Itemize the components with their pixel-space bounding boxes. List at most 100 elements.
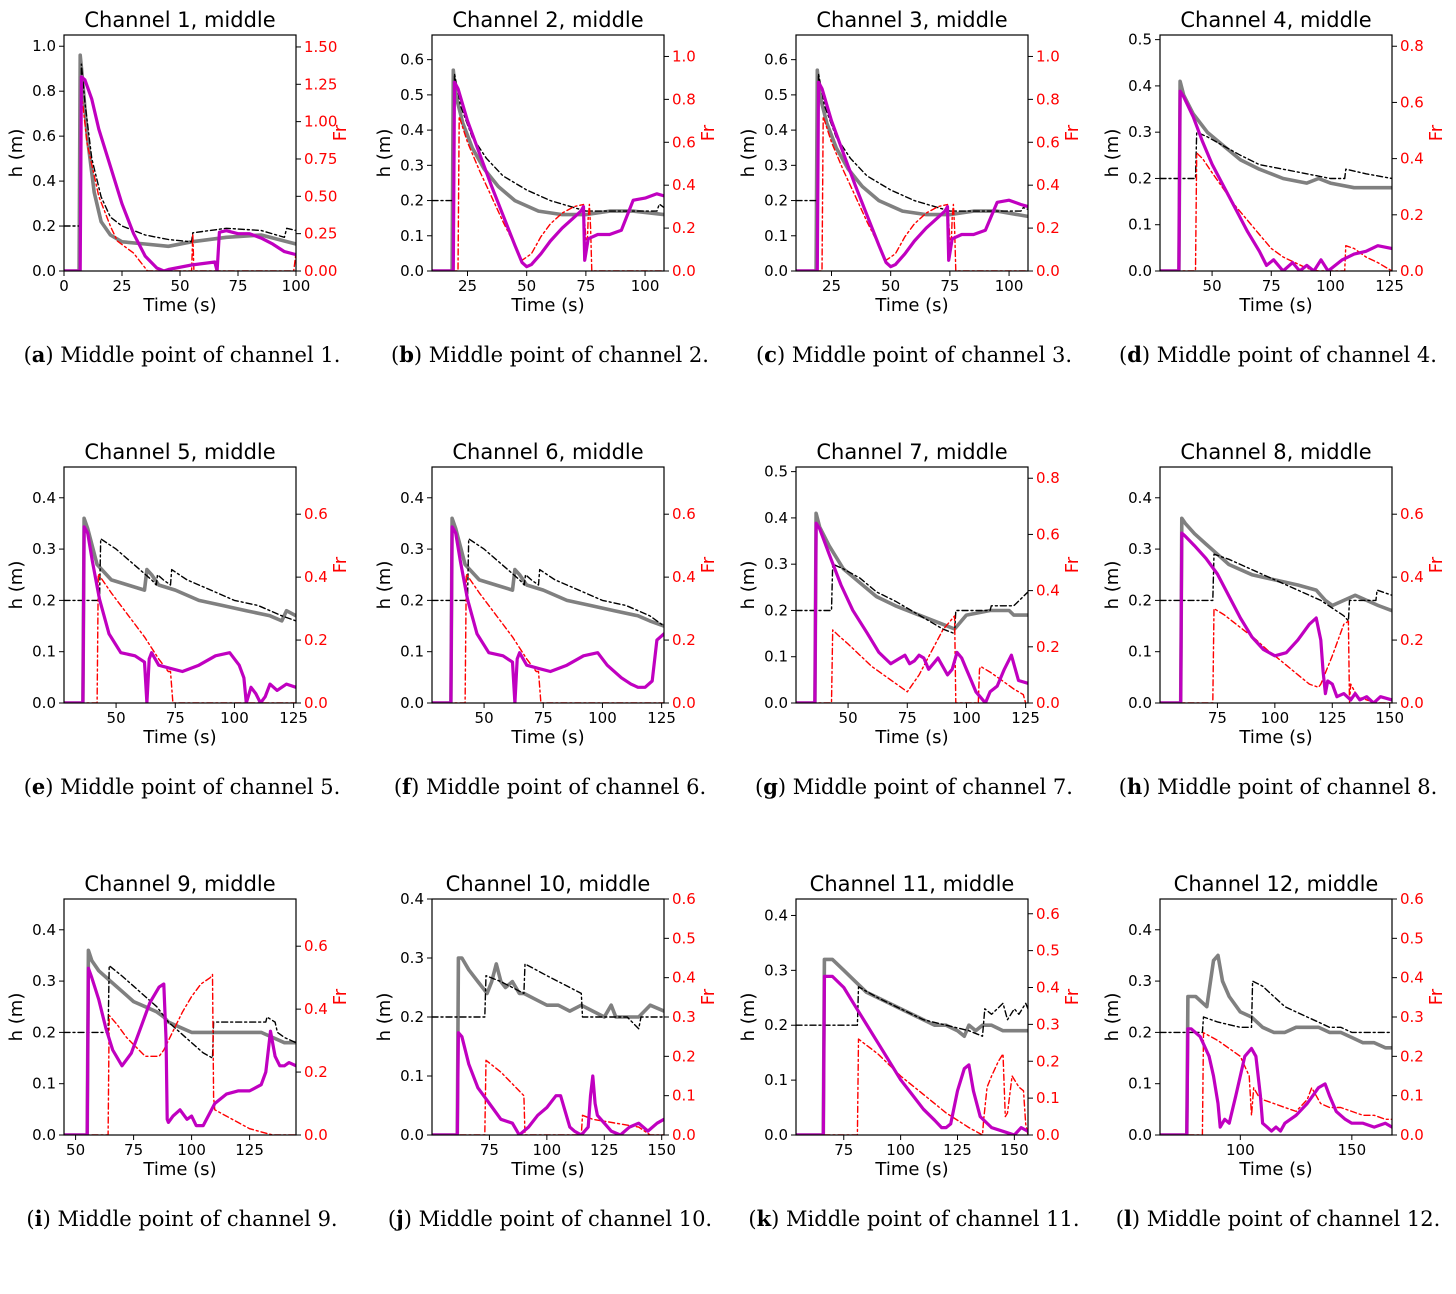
caption-text: Middle point of channel 10. (418, 1207, 713, 1231)
caption-letter: h (1126, 774, 1143, 799)
chart-9: 50 75 100 125 0.0 0.1 0.2 0.3 0.4 0.0 0.2 0.4 0.6 Cha… (6, 872, 351, 1180)
y-tick-label: 0.2 (764, 601, 788, 619)
y-tick-label: 0.3 (764, 156, 788, 174)
y2-axis-label: Fr (698, 988, 719, 1005)
y2-tick-label: 0.0 (304, 694, 328, 712)
y-tick-label: 0.0 (32, 262, 56, 280)
series-fr-measured (796, 80, 1028, 271)
y-tick-label: 0.0 (1128, 1126, 1152, 1144)
y2-tick-label: 0.4 (1400, 150, 1424, 168)
y-tick-label: 0.1 (400, 227, 424, 245)
x-tick-label: 125 (1318, 709, 1347, 727)
y-tick-label: 0.1 (764, 648, 788, 666)
series-fr-model (796, 615, 1028, 703)
x-tick-label: 125 (590, 1141, 619, 1159)
x-axis-label: Time (s) (874, 295, 948, 316)
x-axis-label: Time (s) (510, 1159, 584, 1180)
x-tick-label: 150 (647, 1141, 676, 1159)
series-h-model (432, 963, 664, 1030)
x-tick-label: 150 (1338, 1141, 1367, 1159)
subfigure-12: 100 150 0.0 0.1 0.2 0.3 0.4 0.0 0.1 0.2 0.3 0.4 0.5 0… (1096, 864, 1456, 1294)
series-fr-measured (432, 525, 664, 703)
x-axis-label: Time (s) (874, 1159, 948, 1180)
series-fr-measured (796, 521, 1028, 703)
subfigure-caption: (j) Middle point of channel 10. (387, 1206, 713, 1231)
x-tick-label: 100 (631, 277, 660, 295)
subfigure-caption: (k) Middle point of channel 11. (748, 1206, 1080, 1231)
chart-3: 25 50 75 100 0.0 0.1 0.2 0.3 0.4 0.5 0.6 0.0 0.2 0.4 0… (738, 8, 1083, 316)
y-tick-label: 0.4 (764, 121, 788, 139)
series-h-measured (796, 511, 1028, 703)
subfigure-caption: (d) Middle point of channel 4. (1119, 342, 1437, 367)
y2-tick-label: 0.0 (1036, 262, 1060, 280)
series-fr-model (1160, 607, 1392, 703)
caption-text: Middle point of channel 5. (60, 775, 341, 799)
y-axis-label: h (m) (6, 993, 27, 1042)
y-tick-label: 0.0 (764, 262, 788, 280)
y-tick-label: 0.8 (32, 82, 56, 100)
y-axis-label: h (m) (374, 993, 395, 1042)
x-tick-label: 100 (533, 1141, 562, 1159)
chart-11: 75 100 125 150 0.0 0.1 0.2 0.3 0.4 0.0 0.1 0.2 0.3 0.… (738, 872, 1083, 1180)
plot-frame (1159, 898, 1393, 1136)
y-tick-label: 0.2 (32, 1023, 56, 1041)
chart-12: 100 150 0.0 0.1 0.2 0.3 0.4 0.0 0.1 0.2 0.3 0.4 0.5 0… (1102, 872, 1447, 1180)
y2-tick-label: 0.0 (672, 1126, 696, 1144)
series-group (64, 53, 296, 271)
y2-tick-label: 0.4 (1400, 969, 1424, 987)
y2-tick-label: 0.3 (1400, 1008, 1424, 1026)
y-tick-label: 1.0 (32, 37, 56, 55)
y2-tick-label: 0.0 (1400, 262, 1424, 280)
x-tick-label: 50 (107, 709, 126, 727)
y-tick-label: 0.1 (764, 1071, 788, 1089)
x-tick-label: 125 (1011, 709, 1040, 727)
x-axis-label: Time (s) (142, 1159, 216, 1180)
y2-tick-label: 0.6 (672, 890, 696, 908)
caption-text: Middle point of channel 1. (60, 343, 341, 367)
y2-tick-label: 0.0 (304, 1126, 328, 1144)
caption-letter: b (399, 342, 414, 367)
caption-letter: d (1127, 342, 1142, 367)
caption-text: Middle point of channel 9. (57, 1207, 338, 1231)
x-tick-label: 100 (1316, 277, 1345, 295)
y-tick-label: 0.2 (1128, 169, 1152, 187)
x-axis-label: Time (s) (142, 727, 216, 748)
y2-tick-label: 0.25 (304, 225, 337, 243)
y-tick-label: 0.4 (1128, 921, 1152, 939)
caption-text: Middle point of channel 12. (1146, 1207, 1441, 1231)
series-fr-measured (64, 525, 296, 703)
x-axis-label: Time (s) (510, 295, 584, 316)
subfigure-9: 50 75 100 125 0.0 0.1 0.2 0.3 0.4 0.0 0.2 0.4 0.6 Cha… (0, 864, 364, 1294)
caption-letter: f (402, 774, 412, 799)
y-tick-label: 0.4 (32, 489, 56, 507)
series-h-model (796, 72, 1028, 212)
y-axis-label: h (m) (374, 561, 395, 610)
y2-tick-label: 0.00 (304, 262, 337, 280)
x-axis-label: Time (s) (1238, 727, 1312, 748)
caption-letter: l (1123, 1206, 1132, 1231)
series-fr-measured (64, 966, 296, 1135)
series-fr-model (432, 573, 664, 703)
y2-axis-label: Fr (1062, 556, 1083, 573)
y2-axis-label: Fr (698, 124, 719, 141)
y2-tick-label: 0.6 (1400, 93, 1424, 111)
y2-tick-label: 0.0 (1036, 694, 1060, 712)
x-tick-label: 50 (475, 709, 494, 727)
x-tick-label: 125 (647, 709, 676, 727)
subfigure-10: 75 100 125 150 0.0 0.1 0.2 0.3 0.4 0.0 0.1 0.2 0.3 0.… (368, 864, 732, 1294)
caption-letter: i (34, 1206, 43, 1231)
y-tick-label: 0.3 (400, 156, 424, 174)
x-tick-label: 75 (480, 1141, 499, 1159)
x-tick-label: 100 (1226, 1141, 1255, 1159)
y2-tick-label: 0.6 (1036, 905, 1060, 923)
subfigure-4: 50 75 100 125 0.0 0.1 0.2 0.3 0.4 0.5 0.0 0.2 0.4 0.6… (1096, 0, 1456, 430)
plot-frame (1159, 34, 1393, 272)
series-h-model (64, 538, 296, 622)
series-h-measured (796, 68, 1028, 271)
x-tick-label: 125 (235, 1141, 264, 1159)
chart-title: Channel 6, middle (452, 440, 643, 464)
y2-tick-label: 0.75 (304, 150, 337, 168)
x-tick-label: 50 (517, 277, 536, 295)
y2-tick-label: 0.2 (1400, 631, 1424, 649)
series-fr-measured (432, 1031, 664, 1135)
